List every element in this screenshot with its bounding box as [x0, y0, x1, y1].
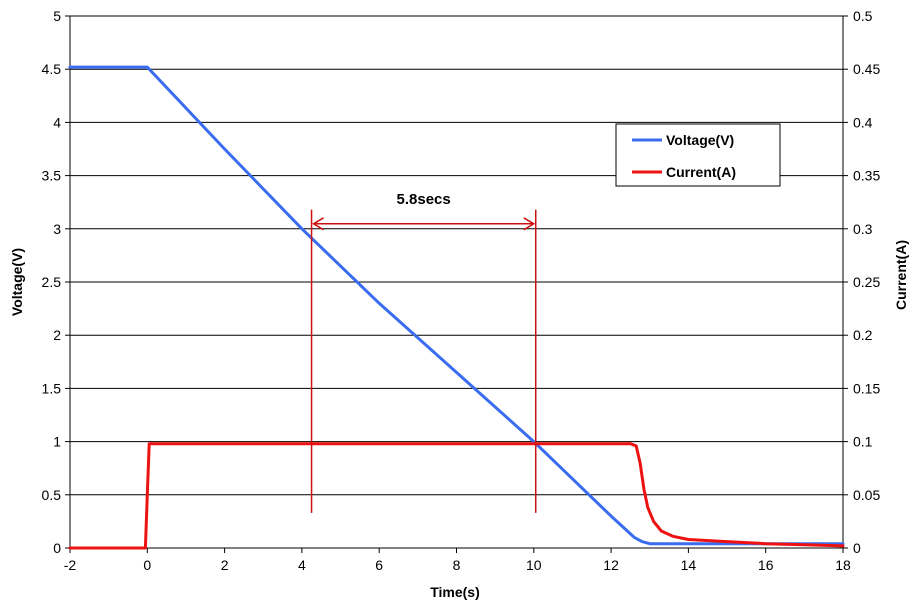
current-series-line: [68, 442, 845, 550]
x-tick-label: 16: [758, 557, 774, 573]
annotation-arrowhead-right: [523, 217, 536, 231]
y2-tick-label: 0.05: [853, 487, 880, 503]
y-tick-label: 4: [53, 114, 61, 130]
y-axis-title: Voltage(V): [9, 248, 25, 316]
x-tick-label: 18: [835, 557, 851, 573]
y-tick-label: 3: [53, 221, 61, 237]
y2-tick-label: 0.35: [853, 168, 880, 184]
x-tick-label: 0: [143, 557, 151, 573]
y-tick-label: 2.5: [42, 274, 62, 290]
voltage-series-line: [68, 65, 845, 546]
y2-tick-labels: 0 0.05 0.1 0.15 0.2 0.25 0.3 0.35 0.4 0.45 0.5: [853, 8, 880, 556]
x-axis-title: Time(s): [430, 584, 480, 600]
x-tick-label: 10: [526, 557, 542, 573]
y2-axis-title: Current(A): [893, 240, 909, 310]
y2-tick-label: 0.4: [853, 114, 873, 130]
x-tick-label: 4: [298, 557, 306, 573]
y-tick-label: 1: [53, 434, 61, 450]
y2-tick-label: 0.5: [853, 8, 873, 24]
x-tick-label: 2: [221, 557, 229, 573]
y2-tick-label: 0.25: [853, 274, 880, 290]
y2-tick-label: 0.15: [853, 380, 880, 396]
annotation: 5.8secs: [310, 191, 537, 513]
x-tick-label: 8: [453, 557, 461, 573]
y2-tick-label: 0.45: [853, 61, 880, 77]
grid-lines: [70, 15, 843, 549]
annotation-arrowhead-left: [312, 217, 324, 231]
y2-tick-label: 0: [853, 540, 861, 556]
legend-label: Current(A): [666, 164, 736, 180]
x-tick-labels: -2 0 2 4 6 8 10 12 14 16 18: [64, 557, 851, 573]
x-tick-label: 12: [603, 557, 619, 573]
y-tick-label: 4.5: [42, 61, 62, 77]
x-tick-label: 6: [375, 557, 383, 573]
axes: [65, 15, 848, 553]
y2-tick-label: 0.2: [853, 327, 873, 343]
y-tick-labels: 0 0.5 1 1.5 2 2.5 3 3.5 4 4.5 5: [42, 8, 62, 556]
y-tick-label: 3.5: [42, 168, 62, 184]
x-tick-label: -2: [64, 557, 77, 573]
legend: Voltage(V) Current(A): [615, 123, 781, 187]
annotation-label: 5.8secs: [397, 191, 451, 208]
y2-tick-label: 0.1: [853, 434, 873, 450]
y-tick-label: 0: [53, 540, 61, 556]
y2-tick-label: 0.3: [853, 221, 873, 237]
legend-box: [615, 123, 781, 187]
x-tick-label: 14: [681, 557, 697, 573]
y-tick-label: 5: [53, 8, 61, 24]
y-tick-label: 1.5: [42, 380, 62, 396]
y-tick-label: 2: [53, 327, 61, 343]
series-lines: [68, 65, 845, 550]
y-tick-label: 0.5: [42, 487, 62, 503]
legend-label: Voltage(V): [666, 132, 734, 148]
